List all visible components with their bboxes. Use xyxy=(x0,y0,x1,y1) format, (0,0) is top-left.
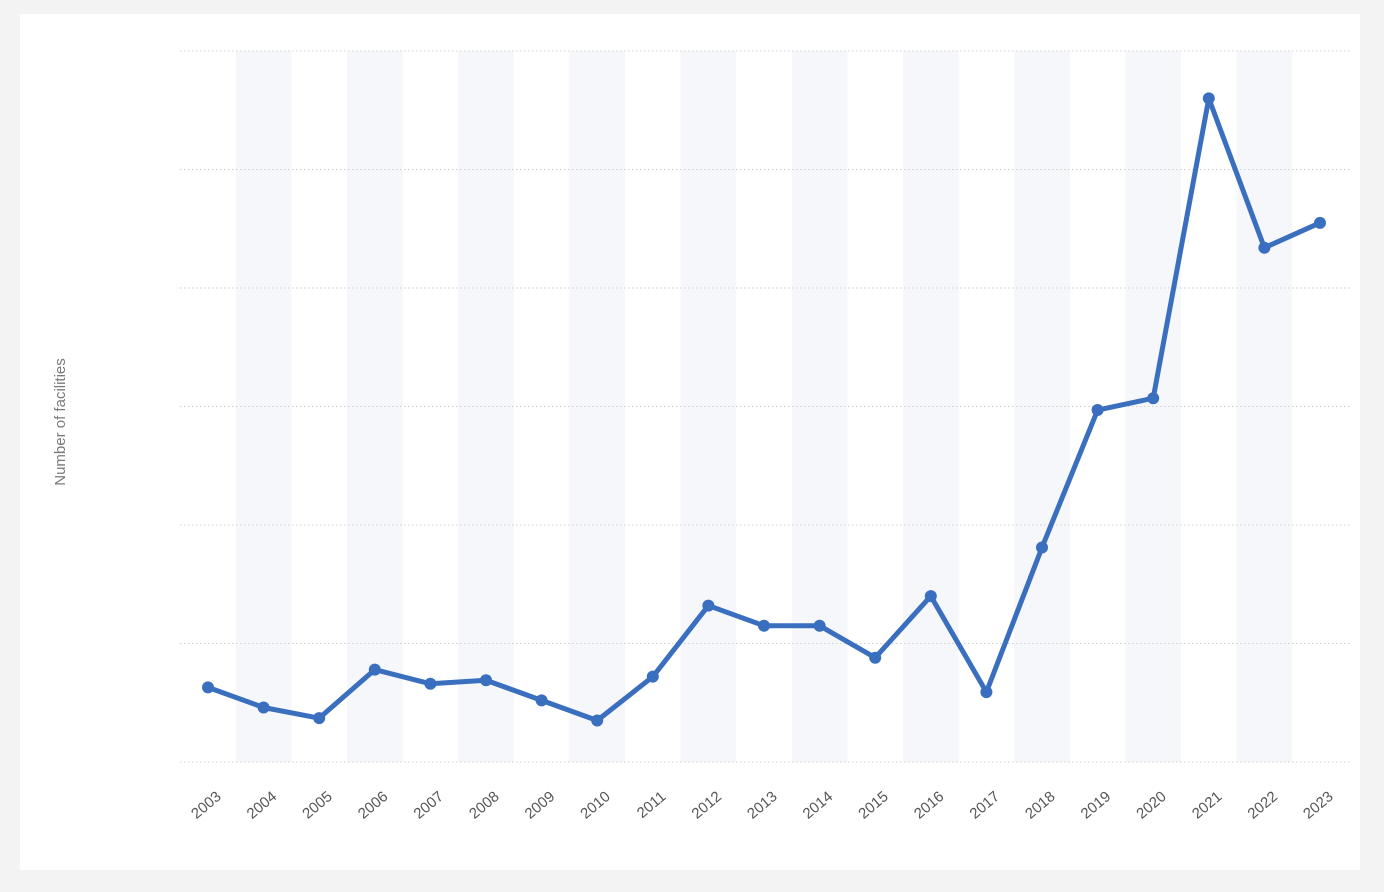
data-point-2010[interactable] xyxy=(591,714,604,727)
data-point-2005[interactable] xyxy=(313,712,326,725)
data-point-2011[interactable] xyxy=(646,670,659,683)
x-tick-label: 2005 xyxy=(299,788,335,822)
category-band xyxy=(347,51,403,762)
x-tick-label: 2003 xyxy=(188,788,224,822)
x-tick-label: 2018 xyxy=(1022,788,1058,822)
chart-card: Number of facilities 2003 2004 2005 2006 200… xyxy=(20,14,1360,870)
data-point-2014[interactable] xyxy=(813,619,826,632)
x-tick-label: 2015 xyxy=(855,788,891,822)
data-point-2016[interactable] xyxy=(924,590,937,603)
data-point-2022[interactable] xyxy=(1258,241,1271,254)
data-point-2023[interactable] xyxy=(1314,216,1326,229)
x-tick-label: 2011 xyxy=(634,788,670,822)
data-point-2012[interactable] xyxy=(702,599,715,612)
data-point-2009[interactable] xyxy=(535,694,548,707)
x-tick-label: 2023 xyxy=(1300,788,1336,822)
x-tick-label: 2020 xyxy=(1133,788,1169,822)
x-tick-label: 2013 xyxy=(744,788,780,822)
x-tick-label: 2017 xyxy=(966,788,1002,822)
series-layer xyxy=(202,92,1326,727)
data-point-2021[interactable] xyxy=(1202,92,1215,105)
y-axis-label: Number of facilities xyxy=(52,358,69,486)
x-tick-label: 2021 xyxy=(1189,788,1225,822)
x-tick-label: 2019 xyxy=(1078,788,1114,822)
data-point-2013[interactable] xyxy=(758,619,770,632)
x-tick-label: 2010 xyxy=(577,788,613,822)
x-tick-label: 2006 xyxy=(355,788,391,822)
data-point-2018[interactable] xyxy=(1036,541,1048,554)
data-point-2004[interactable] xyxy=(257,701,270,714)
data-point-2006[interactable] xyxy=(368,663,381,676)
x-tick-label: 2022 xyxy=(1244,788,1280,822)
data-point-2015[interactable] xyxy=(869,651,882,664)
line-chart: Number of facilities 2003 2004 2005 2006 200… xyxy=(52,50,1352,823)
x-tick-label: 2014 xyxy=(800,788,836,822)
x-tick-label: 2009 xyxy=(522,788,558,822)
x-tick-label: 2012 xyxy=(688,788,724,822)
data-point-2008[interactable] xyxy=(480,674,492,687)
x-tick-labels: 2003 2004 2005 2006 2007 2008 2009 2010 2011 2012… xyxy=(188,788,1336,822)
data-point-2007[interactable] xyxy=(424,677,437,690)
x-tick-label: 2008 xyxy=(466,788,502,822)
gridlines xyxy=(180,50,1352,763)
x-tick-label: 2004 xyxy=(244,788,280,822)
x-tick-label: 2016 xyxy=(911,788,947,822)
data-point-2020[interactable] xyxy=(1147,392,1160,405)
data-point-2019[interactable] xyxy=(1091,404,1104,417)
data-point-2003[interactable] xyxy=(202,681,214,694)
category-band xyxy=(903,51,959,762)
x-tick-label: 2007 xyxy=(410,788,446,822)
data-point-2017[interactable] xyxy=(980,686,993,699)
